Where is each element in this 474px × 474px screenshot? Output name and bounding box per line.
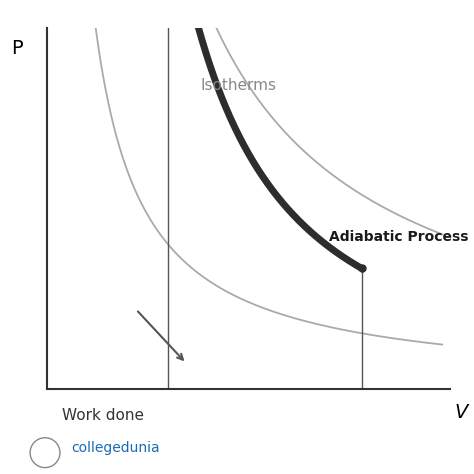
- Text: P: P: [11, 39, 23, 58]
- Text: V: V: [454, 403, 468, 422]
- Text: Work done: Work done: [62, 408, 144, 423]
- Text: collegedunia: collegedunia: [71, 441, 160, 455]
- Text: Isotherms: Isotherms: [201, 78, 276, 93]
- Text: Adiabatic Process: Adiabatic Process: [329, 230, 469, 245]
